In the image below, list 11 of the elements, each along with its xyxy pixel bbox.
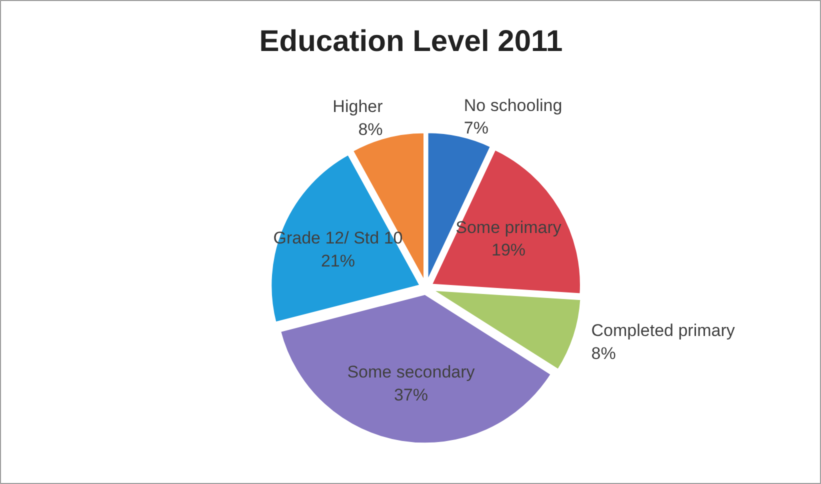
slice-label: No schooling (464, 96, 562, 115)
slice-label: Completed primary (591, 321, 736, 340)
slice-label: Higher (332, 97, 384, 116)
chart-title: Education Level 2011 (259, 24, 563, 58)
data-label: 21% (320, 251, 356, 270)
data-label: 19% (492, 240, 526, 260)
data-label: 7% (464, 118, 488, 138)
data-label: 37% (394, 385, 428, 404)
data-label: 8% (591, 344, 616, 363)
slice-label: Some secondary (347, 362, 476, 382)
data-label: 8% (358, 120, 383, 139)
